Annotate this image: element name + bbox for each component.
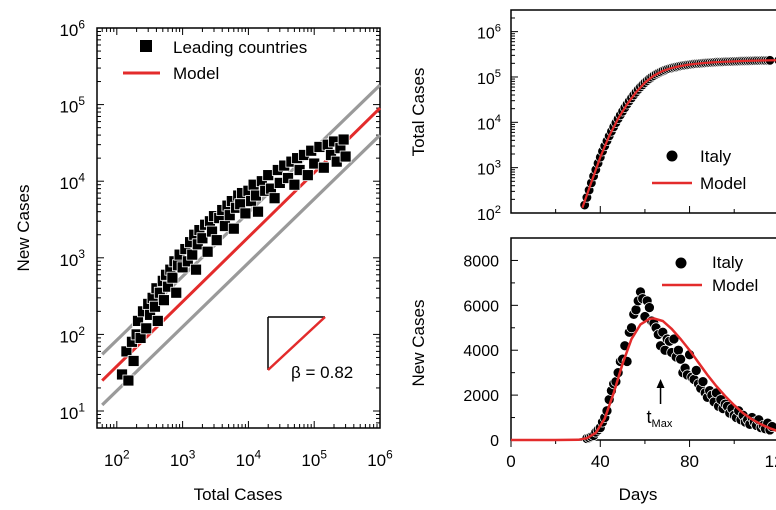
- panel-a-data-point: [337, 133, 350, 146]
- panel-a-x-tick-label: 103: [170, 447, 196, 470]
- panel-a-data-point: [190, 263, 202, 276]
- legend-label-model: Model: [173, 64, 219, 83]
- panel-c-data-point: [626, 322, 637, 334]
- slope-triangle-hypotenuse: [267, 316, 326, 371]
- panel-c-x-axis-label: Days: [619, 485, 658, 504]
- panel-c-data-point: [675, 353, 686, 365]
- panel-a-y-tick-label: 103: [59, 247, 85, 270]
- panel-c-y-tick-label: 8000: [463, 253, 499, 270]
- panel-b-legend-label-italy: Italy: [700, 147, 732, 166]
- legend-square-marker: [140, 40, 152, 52]
- panel-c-y-tick-label: 2000: [463, 388, 499, 405]
- panel-b-y-axis-label: Total Cases: [409, 68, 428, 157]
- panel-a-data-point: [186, 248, 199, 261]
- panel-c-x-tick-label: 120: [765, 452, 776, 471]
- panel-b-y-tick-label: 103: [477, 158, 501, 178]
- panel-b-y-tick-label: 106: [477, 22, 501, 42]
- panel-c-data-point: [697, 376, 709, 387]
- tmax-annotation: tMax: [647, 407, 673, 430]
- panel-a-data-point: [158, 294, 170, 307]
- panel-c-data-point: [690, 365, 702, 376]
- panel-c-data-point: [673, 344, 684, 356]
- panel-c-x-tick-label: 80: [680, 452, 699, 471]
- panel-b-model-line: [581, 59, 776, 209]
- panel-b-y-tick-label: 104: [477, 113, 501, 133]
- panel-a-data-point: [170, 286, 183, 299]
- panel-a-data-point: [227, 222, 240, 235]
- panel-a-data-point: [166, 271, 179, 284]
- panel-c-y-tick-label: 4000: [463, 343, 499, 360]
- panel-a-data-point: [116, 368, 128, 381]
- panel-a-x-tick-label: 106: [367, 447, 393, 470]
- panel-c-data-point: [644, 302, 655, 313]
- panel-b-y-tick-label: 102: [477, 204, 501, 224]
- panel-c-y-axis-label: New Cases: [409, 300, 428, 387]
- panel-a-data-point: [122, 374, 135, 387]
- panel-b-y-tick-label: 105: [477, 68, 501, 88]
- panel-c-data-point: [630, 304, 642, 316]
- panel-a-band-line: [101, 133, 382, 407]
- panel-a-data-point: [151, 315, 164, 327]
- panel-a-data-point: [127, 355, 140, 367]
- panel-a-x-tick-label: 105: [301, 447, 327, 470]
- panel-a-x-tick-label: 102: [104, 447, 130, 470]
- legend-label-leading-countries: Leading countries: [173, 38, 307, 57]
- panel-a-y-tick-label: 104: [59, 171, 85, 194]
- panel-c-model-line: [511, 317, 776, 442]
- panel-b-legend-label-model: Model: [700, 174, 746, 193]
- panel-a-y-tick-label: 106: [59, 17, 85, 40]
- panel-a-data-point: [223, 209, 236, 222]
- panel-a-y-tick-label: 101: [59, 400, 85, 423]
- panel-a-data-point: [301, 169, 314, 182]
- panel-a-data-point: [201, 245, 214, 258]
- beta-annotation: β = 0.82: [291, 363, 353, 382]
- panel-c-x-tick-label: 0: [506, 452, 515, 471]
- panel-a-y-tick-label: 105: [59, 94, 85, 117]
- panel-a-data-point: [317, 161, 330, 174]
- panel-a-data-point: [239, 207, 252, 220]
- tmax-arrow-head: [656, 379, 665, 388]
- panel-a-y-tick-label: 102: [59, 324, 85, 347]
- panel-c-frame: [510, 237, 776, 441]
- panel-a-data-point: [282, 172, 294, 184]
- panel-c-legend-circle: [675, 257, 687, 269]
- panel-a-data-point: [140, 322, 153, 335]
- panel-c-y-tick-label: 6000: [463, 298, 499, 315]
- panel-a-data-point: [210, 234, 223, 247]
- panel-c-legend-label-model: Model: [712, 276, 758, 295]
- panel-a-data-point: [339, 150, 352, 163]
- panel-a-data-point: [149, 300, 161, 313]
- panel-a-data-point: [196, 232, 209, 245]
- panel-b-frame: [510, 9, 776, 214]
- panel-c-x-tick-label: 40: [591, 452, 610, 471]
- panel-c-legend-label-italy: Italy: [712, 253, 744, 272]
- panel-a-data-point: [252, 205, 264, 218]
- panel-a-y-axis-label: New Cases: [14, 185, 33, 272]
- panel-a-data-point: [288, 178, 301, 191]
- panel-b-legend-circle: [666, 150, 678, 162]
- panel-a-x-tick-label: 104: [236, 447, 262, 470]
- panel-a-data-point: [268, 192, 281, 205]
- panel-c-y-tick-label: 0: [490, 433, 499, 450]
- panel-a-x-axis-label: Total Cases: [194, 485, 283, 504]
